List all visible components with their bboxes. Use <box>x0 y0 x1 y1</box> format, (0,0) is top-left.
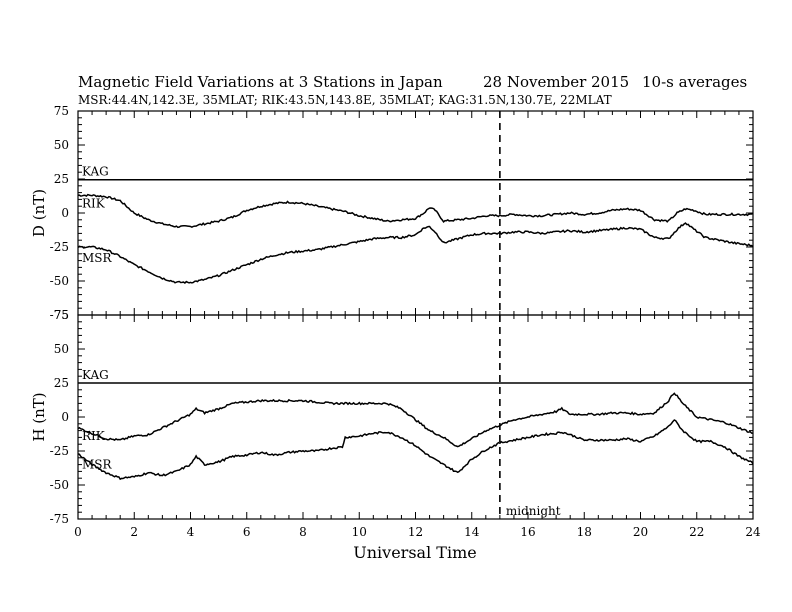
panels: 75 50 25 0 -25 -50 -75 D (nT) KAG RIK MSR 75 50 25 0 -2… <box>30 104 761 539</box>
x-tick-label: 14 <box>464 525 480 539</box>
series-kag-label: KAG <box>82 165 109 179</box>
series-rik-line <box>77 392 753 448</box>
y-tick-label: 25 <box>54 172 69 186</box>
x-tick-label: 12 <box>408 525 423 539</box>
plot-frame <box>77 314 754 520</box>
x-tick-label: 2 <box>130 525 138 539</box>
averaging-label: 10-s averages <box>642 73 748 91</box>
series-rik-label: RIK <box>82 196 106 210</box>
y-axis-label: D (nT) <box>30 189 48 237</box>
y-tick-label: 50 <box>54 138 69 152</box>
midnight-label: midnight <box>506 504 561 518</box>
y-tick-label: 75 <box>54 308 69 322</box>
series-msr-line <box>77 419 754 481</box>
series-rik-label: RIK <box>82 429 106 443</box>
x-tick-label: 4 <box>187 525 195 539</box>
series-rik-line <box>77 193 754 229</box>
x-tick-label: 20 <box>633 525 648 539</box>
x-tick-label: 16 <box>520 525 535 539</box>
series-msr-line <box>77 222 754 284</box>
panel-d: 75 50 25 0 -25 -50 -75 D (nT) KAG RIK MSR <box>30 104 754 322</box>
y-tick-label: -25 <box>50 240 69 254</box>
y-tick-label: 50 <box>54 342 69 356</box>
series-kag-label: KAG <box>82 368 109 382</box>
y-tick-label: 0 <box>61 206 69 220</box>
series-msr-label: MSR <box>82 458 113 472</box>
x-tick-label: 8 <box>299 525 307 539</box>
y-tick-label: -50 <box>50 478 69 492</box>
chart-title: Magnetic Field Variations at 3 Stations … <box>78 73 443 91</box>
station-info: MSR:44.4N,142.3E, 35MLAT; RIK:43.5N,143.… <box>78 93 612 107</box>
chart-date: 28 November 2015 <box>483 73 630 91</box>
y-tick-label: -50 <box>50 274 69 288</box>
y-tick-label: 25 <box>54 376 69 390</box>
x-tick-label: 6 <box>243 525 251 539</box>
y-tick-label: -75 <box>50 512 69 526</box>
y-tick-label: -75 <box>50 308 69 322</box>
x-axis-label: Universal Time <box>353 543 476 562</box>
x-tick-label: 10 <box>352 525 367 539</box>
series-msr-label: MSR <box>82 251 113 265</box>
x-tick-label: 24 <box>745 525 761 539</box>
x-tick-label: 0 <box>74 525 82 539</box>
x-tick-label: 18 <box>577 525 592 539</box>
y-tick-label: 0 <box>61 410 69 424</box>
plot-frame <box>77 110 754 316</box>
x-tick-label: 22 <box>689 525 704 539</box>
y-axis-label: H (nT) <box>30 392 48 441</box>
y-tick-label: -25 <box>50 444 69 458</box>
y-tick-label: 75 <box>54 104 69 118</box>
